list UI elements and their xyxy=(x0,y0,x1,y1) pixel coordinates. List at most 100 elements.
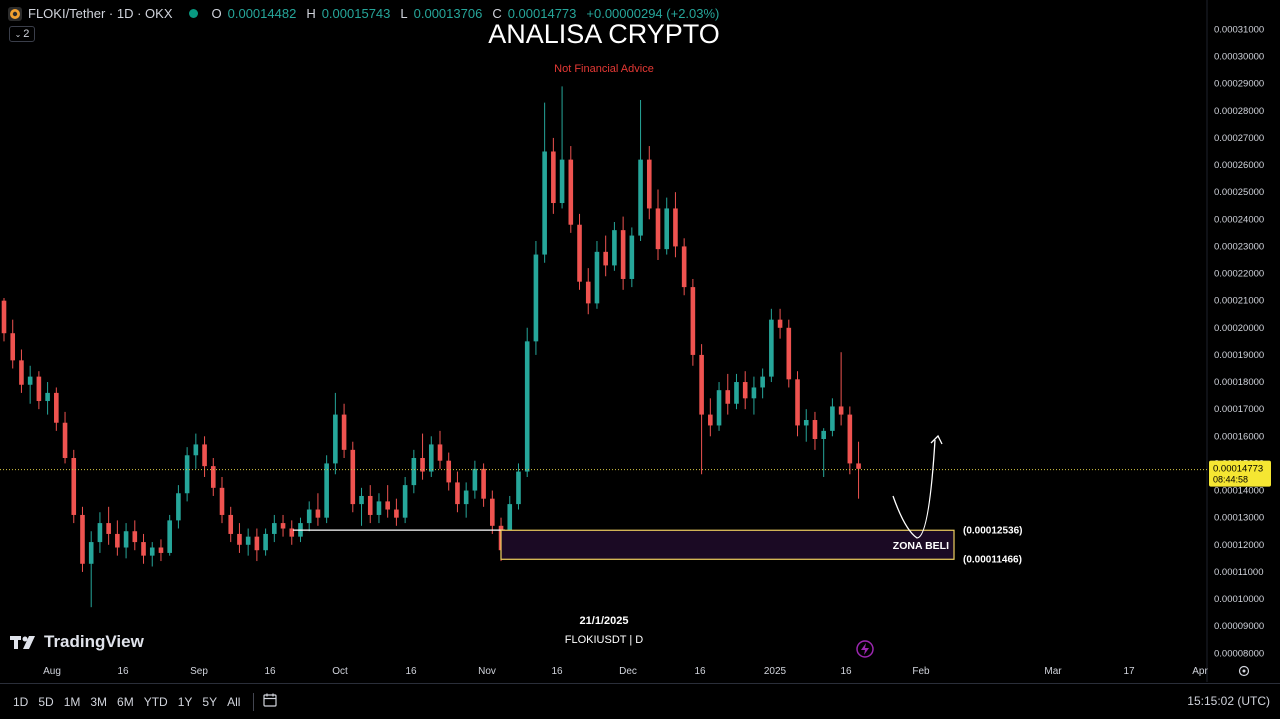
x-tick-label: Feb xyxy=(912,666,930,677)
candle xyxy=(542,102,547,263)
x-tick-label: 16 xyxy=(405,666,417,677)
timeframe-5d[interactable]: 5D xyxy=(38,694,54,709)
candle xyxy=(673,192,678,258)
timeframe-1y[interactable]: 1Y xyxy=(177,694,193,709)
x-tick-label: Oct xyxy=(332,666,348,677)
candle xyxy=(158,539,164,562)
projection-arrow[interactable] xyxy=(892,439,936,539)
candle xyxy=(795,371,800,437)
candle xyxy=(376,493,382,524)
candle xyxy=(341,403,347,458)
market-status-icon xyxy=(188,9,198,18)
candle xyxy=(620,216,626,290)
candle xyxy=(228,506,234,543)
y-tick-label: 0.00019000 xyxy=(1214,350,1264,361)
indicator-count: 2 xyxy=(23,28,30,40)
buy-zone-rect[interactable] xyxy=(500,529,955,560)
candle xyxy=(115,520,120,556)
candle xyxy=(638,99,643,241)
candle xyxy=(71,449,77,524)
x-axis-ticks: Aug 16 Sep 16 Oct 16 Nov 16 Dec 16 2025 16 Feb Mar 17 A… xyxy=(43,665,1250,677)
close-value: 0.00014773 xyxy=(507,6,577,21)
candle xyxy=(359,487,364,526)
candle xyxy=(272,514,277,543)
y-tick-label: 0.00020000 xyxy=(1214,323,1264,334)
candle xyxy=(27,365,33,404)
y-tick-label: 0.00030000 xyxy=(1214,52,1264,63)
change-value: +0.00000294 (+2.03%) xyxy=(586,6,720,21)
x-tick-label: 16 xyxy=(264,666,276,677)
timeframe-all[interactable]: All xyxy=(227,694,241,709)
candle xyxy=(411,449,417,494)
toolbar-divider xyxy=(253,692,255,711)
candle xyxy=(830,398,835,437)
candle xyxy=(690,278,696,366)
symbol-name[interactable]: FLOKI/Tether · 1D · OKX xyxy=(28,6,173,21)
y-tick-label: 0.00025000 xyxy=(1214,187,1264,198)
candle xyxy=(10,319,16,369)
y-tick-label: 0.00024000 xyxy=(1214,214,1264,225)
y-tick-label: 0.00012000 xyxy=(1214,540,1264,551)
open-label: O xyxy=(211,6,222,21)
candle xyxy=(80,506,85,572)
candle xyxy=(777,308,783,339)
tradingview-logo[interactable]: TradingView xyxy=(10,632,144,652)
candle xyxy=(455,471,460,513)
candle xyxy=(612,222,617,271)
candle xyxy=(263,528,268,556)
chart-subtitle: Not Financial Advice xyxy=(554,63,654,75)
x-tick-label: Dec xyxy=(619,666,637,677)
timeframe-1d[interactable]: 1D xyxy=(13,694,29,709)
candle xyxy=(533,240,539,355)
timeframe-1m[interactable]: 1M xyxy=(63,694,81,709)
candle xyxy=(141,533,146,564)
candles xyxy=(1,86,861,608)
timeframe-6m[interactable]: 6M xyxy=(117,694,134,709)
candle xyxy=(315,493,321,526)
candle xyxy=(1,297,7,342)
candle xyxy=(149,542,155,567)
timeframe-3m[interactable]: 3M xyxy=(90,694,108,709)
candle xyxy=(742,371,748,410)
indicators-toggle[interactable]: ⌄ 2 xyxy=(9,26,35,42)
candle xyxy=(577,213,582,290)
candle xyxy=(568,146,574,233)
y-tick-label: 0.00029000 xyxy=(1214,79,1264,90)
y-tick-label: 0.00026000 xyxy=(1214,160,1264,171)
utc-clock[interactable]: 15:15:02 (UTC) xyxy=(1187,694,1270,708)
candle xyxy=(646,146,652,220)
candle xyxy=(402,476,408,524)
tradingview-logo-icon xyxy=(10,636,35,649)
y-tick-label: 0.00017000 xyxy=(1214,404,1264,415)
candle xyxy=(655,189,661,260)
candle xyxy=(821,428,826,477)
replay-lightning-icon[interactable] xyxy=(856,640,874,658)
timeframe-ytd[interactable]: YTD xyxy=(143,694,168,709)
candle xyxy=(524,327,530,477)
axis-settings-gear-icon[interactable] xyxy=(1238,665,1250,677)
y-tick-label: 0.00014000 xyxy=(1214,486,1264,497)
bar-countdown: 08:44:58 xyxy=(1213,475,1248,485)
candle xyxy=(481,463,486,507)
candle xyxy=(769,308,774,383)
candle xyxy=(446,452,452,491)
candle xyxy=(734,373,739,410)
candle xyxy=(324,455,329,524)
high-label: H xyxy=(306,6,316,21)
candle xyxy=(394,498,399,526)
candle xyxy=(516,463,521,510)
buy-zone-label: ZONA BELI xyxy=(893,540,949,552)
timeframe-5y[interactable]: 5Y xyxy=(202,694,218,709)
x-tick-label: 16 xyxy=(840,666,852,677)
x-tick-label: 16 xyxy=(551,666,563,677)
candle xyxy=(664,197,670,255)
x-tick-label: Nov xyxy=(478,666,496,677)
y-tick-label: 0.00013000 xyxy=(1214,513,1264,524)
date-range-icon[interactable] xyxy=(262,692,278,711)
tradingview-logo-text: TradingView xyxy=(44,632,144,651)
candle xyxy=(559,86,565,209)
candle xyxy=(585,268,591,315)
zone-top-label: (0.00012536) xyxy=(963,525,1023,536)
x-tick-label: 16 xyxy=(694,666,706,677)
